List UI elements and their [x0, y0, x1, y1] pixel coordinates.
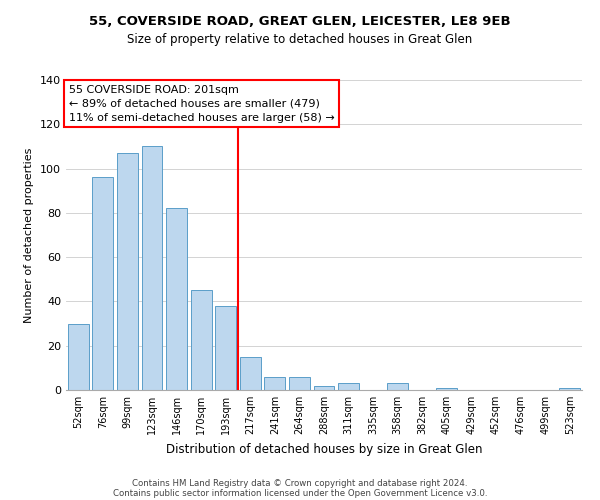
Y-axis label: Number of detached properties: Number of detached properties	[25, 148, 34, 322]
Text: Size of property relative to detached houses in Great Glen: Size of property relative to detached ho…	[127, 32, 473, 46]
Text: 55 COVERSIDE ROAD: 201sqm
← 89% of detached houses are smaller (479)
11% of semi: 55 COVERSIDE ROAD: 201sqm ← 89% of detac…	[68, 84, 334, 122]
Bar	[191, 290, 212, 390]
Bar	[314, 386, 334, 390]
Text: Contains HM Land Registry data © Crown copyright and database right 2024.: Contains HM Land Registry data © Crown c…	[132, 478, 468, 488]
Bar	[92, 178, 113, 390]
Bar	[289, 376, 310, 390]
Bar	[240, 357, 261, 390]
Bar	[142, 146, 163, 390]
X-axis label: Distribution of detached houses by size in Great Glen: Distribution of detached houses by size …	[166, 442, 482, 456]
Text: Contains public sector information licensed under the Open Government Licence v3: Contains public sector information licen…	[113, 488, 487, 498]
Text: 55, COVERSIDE ROAD, GREAT GLEN, LEICESTER, LE8 9EB: 55, COVERSIDE ROAD, GREAT GLEN, LEICESTE…	[89, 15, 511, 28]
Bar	[559, 388, 580, 390]
Bar	[387, 384, 408, 390]
Bar	[117, 153, 138, 390]
Bar	[215, 306, 236, 390]
Bar	[68, 324, 89, 390]
Bar	[338, 384, 359, 390]
Bar	[436, 388, 457, 390]
Bar	[166, 208, 187, 390]
Bar	[265, 376, 286, 390]
